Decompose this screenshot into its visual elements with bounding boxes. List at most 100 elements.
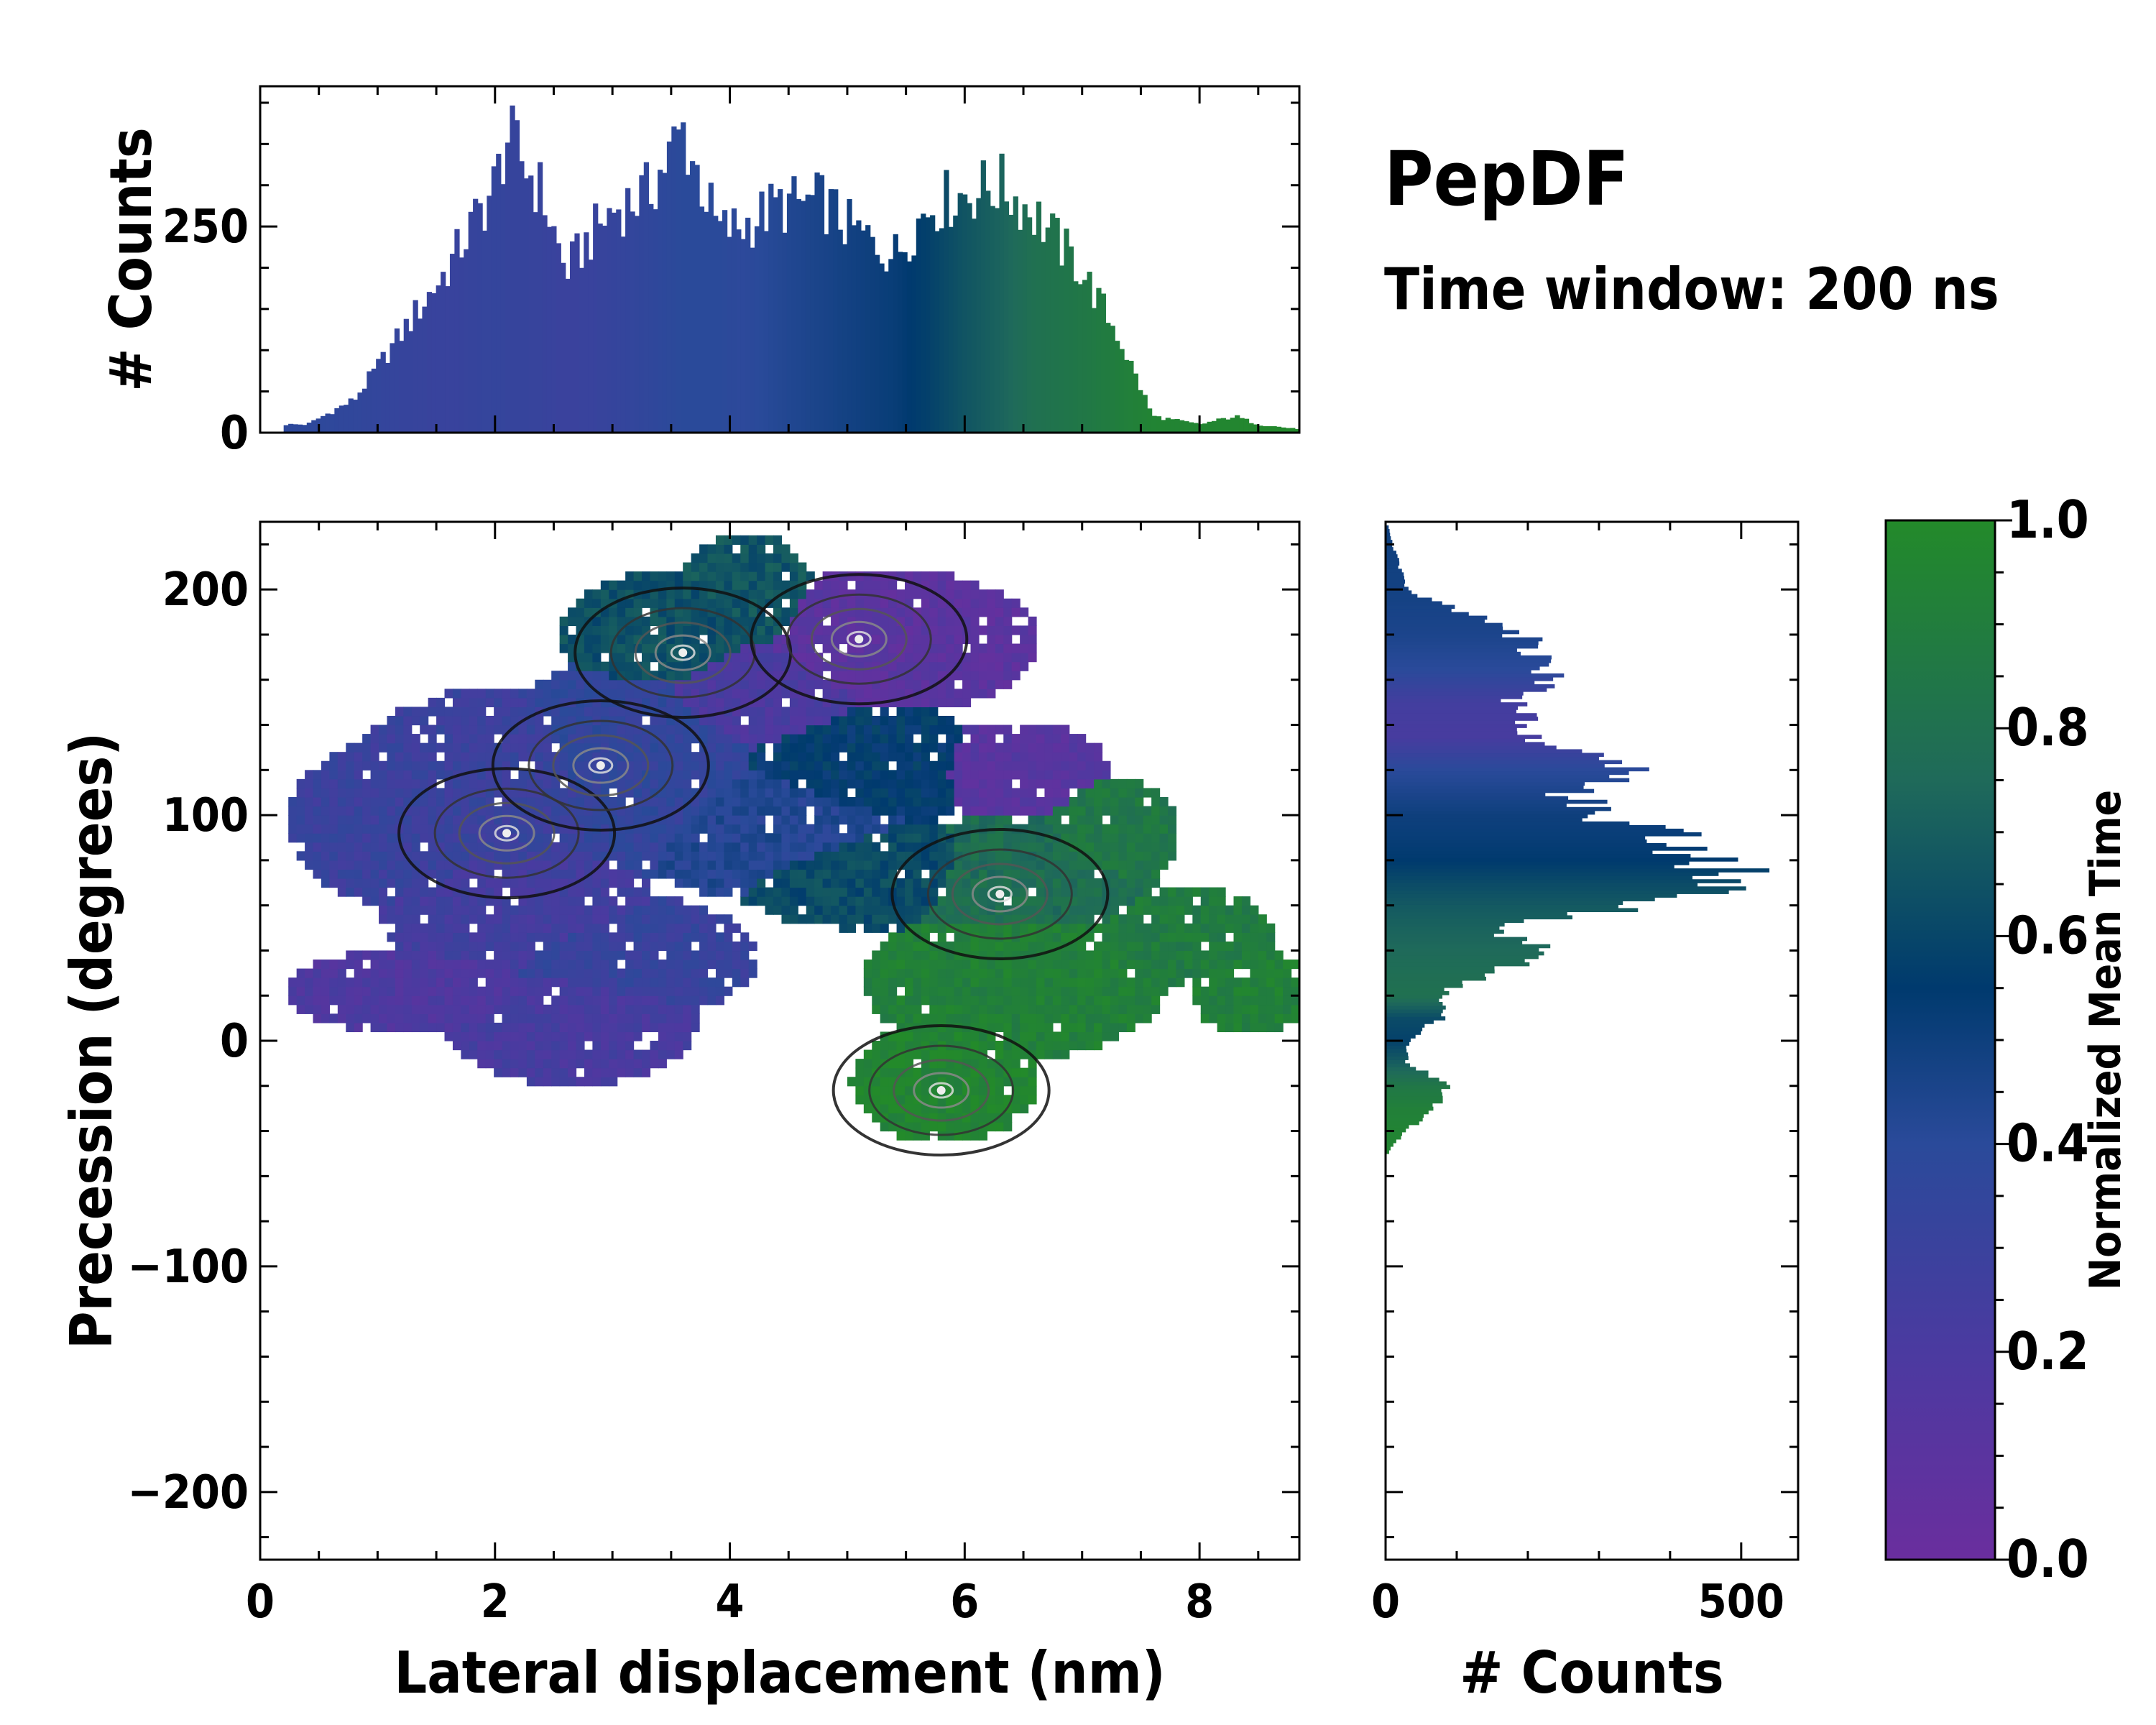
heatmap-cell xyxy=(379,878,388,888)
heatmap-cell xyxy=(354,968,363,978)
heatmap-cell xyxy=(715,760,724,770)
heatmap-cell xyxy=(633,959,642,970)
heatmap-cell xyxy=(370,724,379,735)
heatmap-cell xyxy=(1094,978,1103,988)
heatmap-cell xyxy=(880,986,889,996)
heatmap-cell xyxy=(494,905,503,915)
heatmap-cell xyxy=(765,553,774,564)
heatmap-cell xyxy=(477,878,487,888)
heatmap-cell xyxy=(905,1131,914,1141)
heatmap-cell xyxy=(822,661,831,671)
heatmap-cell xyxy=(535,896,544,906)
heatmap-cell xyxy=(995,1022,1004,1033)
heatmap-cell xyxy=(1217,914,1226,924)
heatmap-cell xyxy=(872,778,881,789)
heatmap-cell xyxy=(715,978,724,988)
heatmap-cell xyxy=(946,1004,955,1014)
heatmap-cell xyxy=(970,625,980,635)
top-histogram-bar xyxy=(874,254,880,433)
heatmap-cell xyxy=(494,1004,503,1014)
heatmap-cell xyxy=(839,851,848,861)
heatmap-cell xyxy=(921,833,930,843)
heatmap-cell xyxy=(1077,734,1087,744)
heatmap-cell xyxy=(715,724,724,735)
heatmap-cell xyxy=(650,788,659,798)
heatmap-cell xyxy=(576,932,585,942)
heatmap-cell xyxy=(929,734,939,744)
heatmap-cell xyxy=(789,896,798,906)
heatmap-cell xyxy=(568,724,577,735)
heatmap-cell xyxy=(428,860,437,870)
heatmap-cell xyxy=(592,968,602,978)
heatmap-cell xyxy=(411,770,420,780)
heatmap-cell xyxy=(502,742,511,753)
heatmap-cell xyxy=(658,1031,667,1041)
heatmap-cell xyxy=(946,697,955,708)
heatmap-cell xyxy=(732,860,741,870)
heatmap-cell xyxy=(642,1049,651,1059)
heatmap-cell xyxy=(863,887,872,897)
heatmap-cell xyxy=(872,815,881,825)
heatmap-cell xyxy=(691,959,700,970)
heatmap-cell xyxy=(1135,995,1144,1006)
heatmap-cell xyxy=(789,589,798,599)
heatmap-cell xyxy=(699,616,709,626)
heatmap-cell xyxy=(452,941,461,952)
heatmap-cell xyxy=(452,959,461,970)
density-contour xyxy=(552,734,650,797)
heatmap-cell xyxy=(674,978,683,988)
heatmap-cell xyxy=(724,833,733,843)
heatmap-cell xyxy=(658,1004,667,1014)
heatmap-cell xyxy=(1028,833,1037,843)
heatmap-cell xyxy=(847,598,856,608)
heatmap-cell xyxy=(551,995,561,1006)
heatmap-cell xyxy=(781,734,791,744)
heatmap-cell xyxy=(732,724,741,735)
heatmap-cell xyxy=(658,869,667,879)
heatmap-cell xyxy=(625,752,635,762)
heatmap-cell xyxy=(526,1077,535,1087)
heatmap-cell xyxy=(666,697,676,708)
heatmap-cell xyxy=(633,995,642,1006)
heatmap-cell xyxy=(658,1022,667,1033)
heatmap-cell xyxy=(518,1031,528,1041)
heatmap-cell xyxy=(1184,905,1193,915)
heatmap-cell xyxy=(362,760,372,770)
heatmap-cell xyxy=(1044,986,1054,996)
heatmap-cell xyxy=(666,941,676,952)
heatmap-cell xyxy=(461,959,470,970)
heatmap-cell xyxy=(642,878,651,888)
heatmap-cell xyxy=(1044,796,1054,807)
heatmap-cell xyxy=(592,1022,602,1033)
heatmap-cell xyxy=(436,941,446,952)
heatmap-cell xyxy=(362,734,372,744)
heatmap-cell xyxy=(896,842,906,852)
heatmap-cell xyxy=(970,842,980,852)
heatmap-cell xyxy=(494,986,503,996)
heatmap-cell xyxy=(863,959,872,970)
heatmap-cell xyxy=(379,1013,388,1024)
heatmap-cell xyxy=(970,760,980,770)
heatmap-cell xyxy=(847,905,856,915)
top-histogram-bar xyxy=(870,236,875,433)
heatmap-cell xyxy=(748,671,757,681)
heatmap-cell xyxy=(1003,941,1013,952)
heatmap-cell xyxy=(477,986,487,996)
heatmap-cell xyxy=(666,869,676,879)
heatmap-cell xyxy=(913,869,922,879)
heatmap-cell xyxy=(855,571,865,581)
heatmap-cell xyxy=(1118,815,1128,825)
heatmap-cell xyxy=(526,887,535,897)
heatmap-cell xyxy=(724,914,733,924)
heatmap-cell xyxy=(609,671,618,681)
heatmap-cell xyxy=(625,643,635,653)
heatmap-cell xyxy=(699,562,709,572)
heatmap-cell xyxy=(329,851,338,861)
heatmap-cell xyxy=(502,986,511,996)
heatmap-cell xyxy=(888,661,898,671)
heatmap-cell xyxy=(1200,1004,1210,1014)
heatmap-cell xyxy=(1003,1022,1013,1033)
heatmap-cell xyxy=(469,1022,478,1033)
heatmap-cell xyxy=(1159,824,1169,834)
heatmap-cell xyxy=(888,1059,898,1069)
